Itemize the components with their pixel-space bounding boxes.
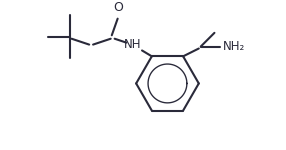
- Text: O: O: [114, 1, 124, 14]
- Text: NH₂: NH₂: [223, 40, 245, 53]
- Text: NH: NH: [124, 38, 141, 51]
